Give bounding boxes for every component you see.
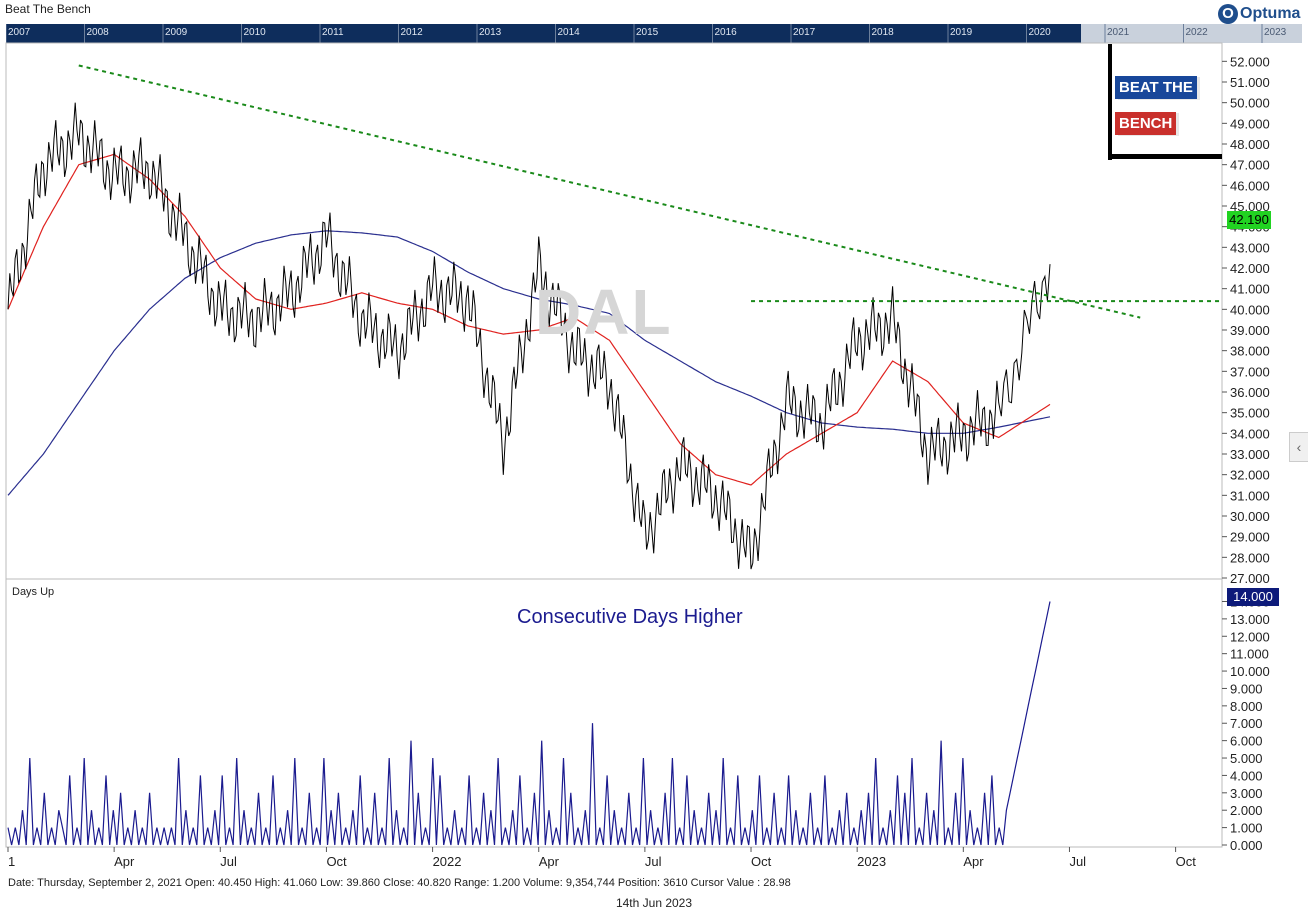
days-axis-label: 3.000 [1230, 786, 1263, 801]
x-axis-label: 2023 [857, 854, 886, 869]
days-axis-label: 0.000 [1230, 838, 1263, 853]
timeline-year-label: 2010 [244, 27, 267, 38]
x-axis-label: Oct [751, 854, 772, 869]
footer-date: 14th Jun 2023 [615, 896, 693, 910]
timeline-range-bar [6, 24, 1081, 43]
price-axis-label: 36.000 [1230, 385, 1270, 400]
price-axis-label: 34.000 [1230, 426, 1270, 441]
price-axis-label: 48.000 [1230, 137, 1270, 152]
badge-horizontal-bar [1108, 154, 1222, 159]
timeline-year-label: 2014 [558, 27, 581, 38]
symbol-watermark: DAL [535, 276, 673, 348]
days-axis-label: 2.000 [1230, 803, 1263, 818]
x-axis-label: Jul [1069, 854, 1086, 869]
lower-panel-series-label: Consecutive Days Higher [517, 606, 743, 628]
timeline-year-label: 2021 [1107, 27, 1130, 38]
beat-the-bench-badge: BEAT THE BENCH [1108, 44, 1222, 160]
price-axis-label: 31.000 [1230, 488, 1270, 503]
price-axis-label: 37.000 [1230, 364, 1270, 379]
price-axis-label: 47.000 [1230, 158, 1270, 173]
days-up-value-tag: 14.000 [1227, 588, 1279, 606]
timeline-year-label: 2013 [479, 27, 502, 38]
price-axis-label: 51.000 [1230, 75, 1270, 90]
price-axis-label: 50.000 [1230, 96, 1270, 111]
days-axis-label: 5.000 [1230, 751, 1263, 766]
price-axis-label: 52.000 [1230, 54, 1270, 69]
days-axis-label: 4.000 [1230, 768, 1263, 783]
timeline-year-label: 2023 [1264, 27, 1287, 38]
x-axis-label: Apr [963, 854, 984, 869]
app-title: Beat The Bench [5, 2, 91, 16]
x-axis-label: Jul [220, 854, 237, 869]
price-axis-label: 42.000 [1230, 261, 1270, 276]
chevron-left-icon[interactable]: ‹ [1289, 432, 1308, 462]
timeline-year-label: 2018 [872, 27, 895, 38]
price-axis-label: 27.000 [1230, 571, 1270, 586]
price-axis-label: 33.000 [1230, 447, 1270, 462]
days-axis-label: 9.000 [1230, 681, 1263, 696]
timeline-future-bar [1081, 24, 1302, 43]
timeline-year-label: 2011 [322, 27, 344, 38]
price-axis-label: 29.000 [1230, 530, 1270, 545]
price-axis-label: 41.000 [1230, 282, 1270, 297]
status-bar: Date: Thursday, September 2, 2021 Open: … [8, 877, 791, 889]
lower-panel-frame [5, 578, 1223, 848]
price-axis-label: 30.000 [1230, 509, 1270, 524]
timeline-year-label: 2009 [165, 27, 188, 38]
x-axis-label: Jul [645, 854, 662, 869]
ma-50-line [7, 153, 1051, 486]
days-up-line [7, 601, 1051, 846]
timeline-year-label: 2015 [636, 27, 659, 38]
x-axis-label: Oct [326, 854, 347, 869]
x-axis-label: Apr [539, 854, 560, 869]
days-axis-label: 11.000 [1230, 647, 1269, 662]
last-price-tag: 42.190 [1227, 211, 1271, 229]
price-axis-label: 45.000 [1230, 199, 1270, 214]
timeline-year-label: 2007 [8, 27, 31, 38]
timeline-year-label: 2022 [1186, 27, 1209, 38]
price-axis-label: 43.000 [1230, 240, 1270, 255]
days-axis-label: 13.000 [1230, 612, 1270, 627]
price-axis-label: 49.000 [1230, 116, 1270, 131]
timeline-year-label: 2016 [715, 27, 738, 38]
ma-200-line [7, 230, 1051, 496]
lower-panel-title: Days Up [12, 586, 55, 598]
timeline-year-label: 2020 [1029, 27, 1052, 38]
price-axis-label: 38.000 [1230, 344, 1270, 359]
days-axis-label: 6.000 [1230, 734, 1263, 749]
days-axis-label: 7.000 [1230, 716, 1263, 731]
days-axis-label: 1.000 [1230, 821, 1263, 836]
optuma-logo-icon: O [1218, 4, 1238, 24]
price-axis-label: 46.000 [1230, 178, 1270, 193]
badge-vertical-bar [1108, 44, 1112, 160]
price-axis-label: 39.000 [1230, 323, 1270, 338]
optuma-logo: O Optuma [1218, 3, 1300, 25]
x-axis-label: Oct [1176, 854, 1197, 869]
price-axis-label: 40.000 [1230, 302, 1270, 317]
days-axis-label: 12.000 [1230, 629, 1270, 644]
badge-bench: BENCH [1115, 112, 1177, 135]
timeline-year-label: 2012 [401, 27, 424, 38]
days-axis-label: 10.000 [1230, 664, 1270, 679]
badge-beat-the: BEAT THE [1115, 76, 1197, 99]
price-axis-label: 35.000 [1230, 406, 1270, 421]
optuma-logo-text: Optuma [1240, 5, 1301, 22]
x-axis-label: Apr [114, 854, 135, 869]
price-axis-label: 32.000 [1230, 468, 1270, 483]
downtrend-line [78, 64, 1141, 319]
price-axis-label: 28.000 [1230, 550, 1270, 565]
timeline-navigator[interactable]: 2007 2008 2009 2010 2011 2012 2013 2014 2015 2016… [6, 24, 1302, 43]
price-line [7, 102, 1051, 570]
timeline-year-label: 2008 [87, 27, 110, 38]
timeline-year-label: 2017 [793, 27, 816, 38]
x-axis-label: 2022 [433, 854, 462, 869]
days-axis-label: 8.000 [1230, 699, 1263, 714]
timeline-year-label: 2019 [950, 27, 973, 38]
x-axis-label: 1 [8, 854, 15, 869]
